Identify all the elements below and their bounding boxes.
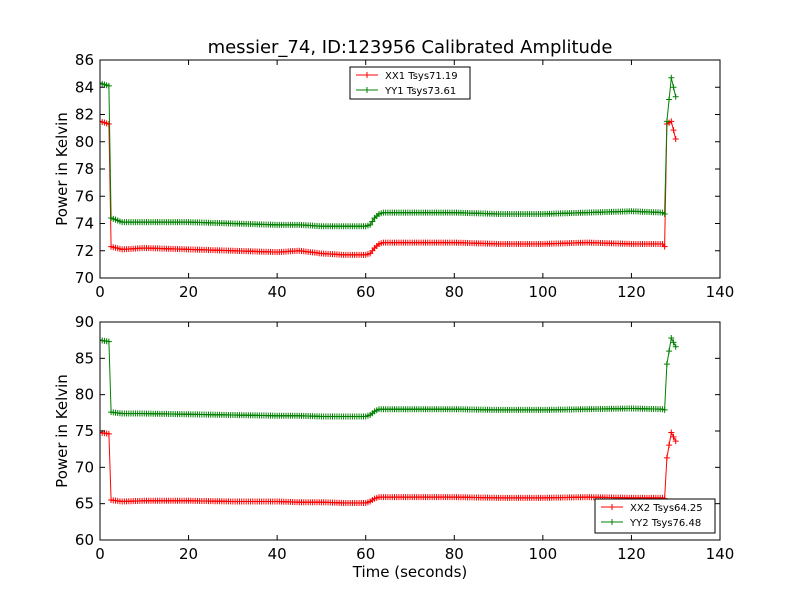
data-point [105,338,112,345]
y-axis-label: Power in Kelvin [53,374,71,488]
data-point [367,221,374,228]
x-tick-label: 20 [179,283,198,301]
data-point [670,127,677,134]
x-axis-label: Time (seconds) [352,563,468,581]
data-point [663,454,670,461]
data-point [666,442,673,449]
y-tick-label: 80 [75,386,94,404]
data-point [672,93,679,100]
y-tick-label: 76 [75,187,94,205]
x-tick-label: 60 [356,283,375,301]
y-tick-label: 75 [75,422,94,440]
data-point [663,361,670,368]
series-line [100,77,677,227]
top-plot: 0 20 40 60 80 100 120 140 70 72 74 76 78 80 82 84 86 Powe… [53,51,734,301]
y-tick-label: 70 [75,269,94,287]
data-point [672,438,679,445]
legend: XX1 Tsys71.19 YY1 Tsys73.61 [349,66,471,100]
data-point [666,348,673,355]
x-tick-label: 80 [445,283,464,301]
data-point [666,96,673,103]
y-tick-label: 86 [75,51,94,69]
data-point [105,82,112,89]
data-point [661,406,668,413]
legend-entry: XX1 Tsys71.19 [385,71,458,82]
x-tick-label: 0 [95,283,105,301]
data-point [668,429,675,436]
x-tick-label: 20 [179,545,198,563]
y-tick-label: 80 [75,133,94,151]
data-point [663,118,670,125]
data-point [668,74,675,81]
y-tick-label: 82 [75,106,94,124]
series-line [100,336,677,417]
data-point [369,218,376,225]
x-tick-label: 40 [268,283,287,301]
x-tick-label: 80 [445,545,464,563]
data-point [670,84,677,91]
legend-entry: XX2 Tsys64.25 [630,503,703,514]
y-tick-label: 65 [75,495,94,513]
x-tick-label: 120 [617,545,646,563]
x-tick-label: 100 [529,545,558,563]
x-tick-label: 120 [617,283,646,301]
data-point [661,210,668,217]
series-line [100,120,677,256]
series-2 [100,74,679,230]
data-point [661,243,668,250]
data-point [105,430,112,437]
data-point [672,136,679,143]
y-tick-label: 60 [75,531,94,549]
data-point [670,433,677,440]
y-tick-label: 72 [75,242,94,260]
x-tick-label: 60 [356,545,375,563]
y-tick-label: 90 [75,313,94,331]
bottom-plot: 0 20 40 60 80 100 120 140 60 65 70 75 80 85 90 Power in… [53,313,734,581]
data-point [672,343,679,350]
series-1 [100,429,679,506]
legend-entry: YY1 Tsys73.61 [384,86,456,97]
chart-title: messier_74, ID:123956 Calibrated Amplitu… [208,37,613,58]
legend: XX2 Tsys64.25 YY2 Tsys76.48 [594,498,716,534]
data-point [670,339,677,346]
series-2 [100,334,679,420]
series-1 [100,118,679,258]
data-point [105,121,112,128]
y-tick-label: 78 [75,160,94,178]
legend-entry: YY2 Tsys76.48 [629,518,701,529]
x-tick-label: 0 [95,545,105,563]
x-tick-label: 40 [268,545,287,563]
series-line [100,430,677,504]
data-point [668,334,675,341]
y-tick-label: 70 [75,458,94,476]
x-tick-label: 140 [706,283,735,301]
x-tick-label: 100 [529,283,558,301]
y-tick-label: 85 [75,349,94,367]
y-tick-label: 74 [75,215,94,233]
y-axis-label: Power in Kelvin [53,112,71,226]
y-tick-label: 84 [75,78,94,96]
x-tick-label: 140 [706,545,735,563]
